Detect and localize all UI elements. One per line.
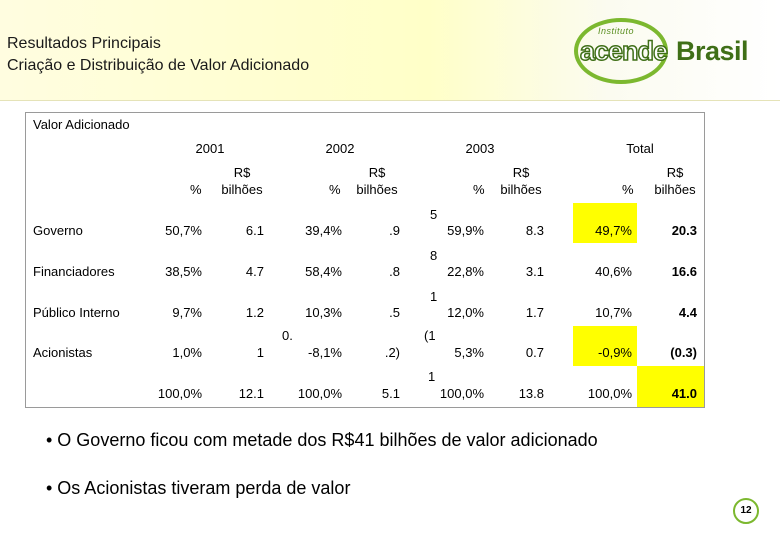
- cell-value-2002: .9: [389, 223, 400, 238]
- row-label-publico-interno: Público Interno: [33, 305, 120, 320]
- cell-pct-2002: 58,4%: [305, 264, 342, 279]
- page-subtitle: Criação e Distribuição de Valor Adiciona…: [7, 57, 310, 74]
- cell-value-2001: 6.1: [245, 223, 264, 238]
- highlight-total-value: [637, 366, 704, 407]
- highlight-total-pct-governo: [573, 203, 637, 243]
- col-header-bilhoes-total: bilhões: [654, 182, 696, 197]
- cell-value-total: (0.3): [670, 345, 697, 360]
- year-header-2002: 2002: [325, 141, 355, 156]
- cell-pct-total: 10,7%: [595, 305, 632, 320]
- cell-value-2001: 1.2: [245, 305, 264, 320]
- cell-pct-2003: 22,8%: [447, 264, 484, 279]
- bullet-acionistas: • Os Acionistas tiveram perda de valor: [46, 478, 351, 498]
- cell-value-2002-total: 5.1: [381, 386, 400, 401]
- cell-pct-total: 40,6%: [595, 264, 632, 279]
- cell-value-2002: .8: [389, 264, 400, 279]
- col-header-bilhoes-2002: bilhões: [356, 182, 398, 197]
- year-header-total: Total: [626, 141, 654, 156]
- cell-pct-2003: 59,9%: [447, 223, 484, 238]
- cell-value-total: 20.3: [671, 223, 697, 238]
- cell-pct-2001: 1,0%: [172, 345, 202, 360]
- page-number: 12: [733, 498, 759, 524]
- cell-pct-total: 49,7%: [595, 223, 632, 238]
- cell-fragment: 0.: [282, 328, 293, 343]
- cell-fragment: 1: [430, 289, 438, 304]
- col-header-rs-total: R$: [666, 165, 684, 180]
- cell-pct-2003-total: 100,0%: [439, 386, 484, 401]
- cell-pct-2001: 9,7%: [172, 305, 202, 320]
- cell-pct-2002: 10,3%: [305, 305, 342, 320]
- value-added-table: [25, 112, 705, 408]
- cell-pct-total-total: 100,0%: [587, 386, 632, 401]
- cell-value-2001-total: 12.1: [238, 386, 264, 401]
- bullet-governo: • O Governo ficou com metade dos R$41 bi…: [46, 430, 598, 450]
- cell-value-total: 4.4: [678, 305, 697, 320]
- cell-pct-total: -0,9%: [598, 345, 632, 360]
- acende-brasil-logo: Instituto acende Brasil: [570, 14, 770, 88]
- row-label-governo: Governo: [33, 223, 83, 238]
- logo-ring: [574, 18, 668, 84]
- cell-pct-2003: 12,0%: [447, 305, 484, 320]
- logo-instituto-text: Instituto: [598, 26, 635, 36]
- page-title: Resultados Principais: [7, 35, 161, 52]
- cell-pct-2001-total: 100,0%: [157, 386, 202, 401]
- cell-value-2003: 8.3: [525, 223, 544, 238]
- cell-value-total: 16.6: [671, 264, 697, 279]
- cell-pct-2002: 39,4%: [305, 223, 342, 238]
- cell-fragment: 5: [430, 207, 438, 222]
- table-caption: Valor Adicionado: [33, 117, 130, 132]
- col-header-rs-2002: R$: [368, 165, 386, 180]
- col-header-bilhoes-2001: bilhões: [221, 182, 263, 197]
- cell-pct-2001: 50,7%: [165, 223, 202, 238]
- cell-value-2003: 3.1: [525, 264, 544, 279]
- col-header-rs-2003: R$: [512, 165, 530, 180]
- logo-acende-text: acende: [579, 35, 669, 67]
- year-header-2001: 2001: [195, 141, 225, 156]
- cell-fragment: (1: [424, 328, 436, 343]
- cell-value-2002: .5: [389, 305, 400, 320]
- col-header-pct-total: %: [622, 182, 634, 197]
- cell-pct-2002-total: 100,0%: [297, 386, 342, 401]
- cell-value-2003: 1.7: [525, 305, 544, 320]
- logo-brasil-text: Brasil: [676, 36, 749, 66]
- cell-value-2001: 4.7: [245, 264, 264, 279]
- highlight-total-pct-acionistas: [573, 326, 637, 366]
- year-header-2003: 2003: [465, 141, 495, 156]
- cell-pct-2001: 38,5%: [165, 264, 202, 279]
- cell-fragment: 1: [428, 369, 436, 384]
- row-label-acionistas: Acionistas: [33, 345, 93, 360]
- row-label-financiadores: Financiadores: [33, 264, 115, 279]
- cell-pct-2003: 5,3%: [454, 345, 484, 360]
- header-divider: [0, 100, 780, 101]
- col-header-rs-2001: R$: [233, 165, 251, 180]
- cell-value-2003: 0.7: [525, 345, 544, 360]
- col-header-pct-2003: %: [473, 182, 485, 197]
- col-header-bilhoes-2003: bilhões: [500, 182, 542, 197]
- cell-value-2003-total: 13.8: [518, 386, 544, 401]
- cell-value-2002: .2): [384, 345, 400, 360]
- cell-value-grand-total: 41.0: [671, 386, 697, 401]
- cell-fragment: 8: [430, 248, 438, 263]
- col-header-pct-2002: %: [329, 182, 341, 197]
- col-header-pct-2001: %: [190, 182, 202, 197]
- cell-value-2001: 1: [256, 345, 264, 360]
- cell-pct-2002: -8,1%: [308, 345, 342, 360]
